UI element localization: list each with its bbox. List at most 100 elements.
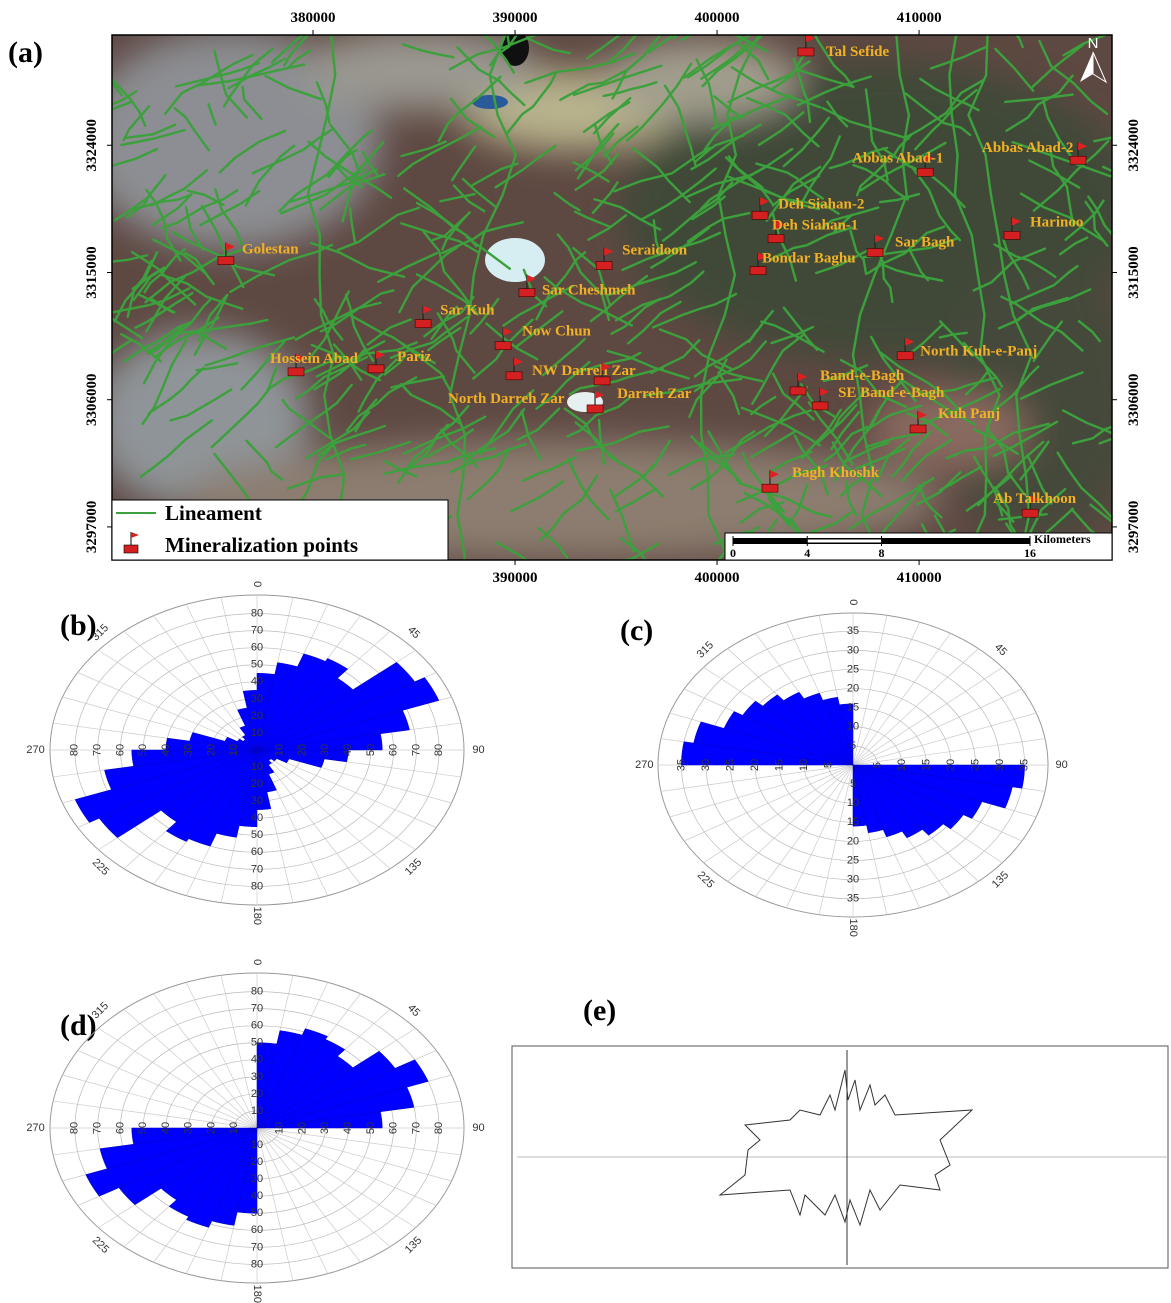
- point-label: Sar Kuh: [440, 303, 495, 319]
- ring-label: 50: [365, 1122, 377, 1134]
- radial-grid: [853, 667, 1002, 765]
- ring-label: 35: [847, 625, 859, 637]
- ring-label: 15: [847, 702, 859, 714]
- radial-grid: [704, 765, 853, 863]
- ring-label: 20: [847, 835, 859, 847]
- ring-label: 80: [251, 986, 263, 998]
- ring-label: 35: [675, 759, 687, 771]
- ring-label: 30: [847, 644, 859, 656]
- ring-label: 10: [251, 1105, 263, 1117]
- ring-label: 5: [850, 778, 856, 790]
- ring-label: 60: [251, 642, 263, 654]
- radial-grid: [257, 750, 416, 850]
- scale-bar-segment: [807, 540, 881, 543]
- ring-label: 60: [114, 744, 126, 756]
- scale-label: 0: [730, 546, 736, 560]
- angle-label: 180: [251, 1285, 263, 1303]
- y-tick-label: 3315000: [84, 246, 100, 299]
- point-label: NW Darreh Zar: [532, 363, 636, 379]
- ring-label: 40: [160, 744, 172, 756]
- ring-label: 50: [137, 744, 149, 756]
- ring-label: 80: [69, 1122, 81, 1134]
- ring-label: 60: [388, 1122, 400, 1134]
- angle-label: 270: [635, 759, 653, 771]
- ring-label: 70: [251, 1241, 263, 1253]
- open-pit: [485, 238, 545, 282]
- ring-label: 25: [847, 663, 859, 675]
- ring-label: 70: [92, 744, 104, 756]
- ring-label: 60: [251, 1224, 263, 1236]
- ring-label: 40: [342, 1122, 354, 1134]
- ring-label: 30: [183, 1122, 195, 1134]
- point-marker: [506, 372, 522, 380]
- ring-label: 70: [251, 1003, 263, 1015]
- x-tick-label: 390000: [493, 570, 538, 586]
- point-marker: [519, 289, 535, 297]
- point-marker: [798, 48, 814, 56]
- angle-label: 90: [1056, 759, 1068, 771]
- legend-marker: [124, 545, 138, 553]
- point-marker: [812, 402, 828, 410]
- ring-label: 5: [871, 762, 883, 768]
- ring-label: 30: [700, 759, 712, 771]
- ring-label: 35: [1019, 759, 1031, 771]
- point-marker: [218, 257, 234, 265]
- y-tick-label: 3297000: [84, 501, 100, 554]
- angle-label: 45: [992, 641, 1009, 658]
- ring-label: 80: [433, 1122, 445, 1134]
- angle-label: 180: [251, 907, 263, 925]
- x-tick-label: 390000: [493, 10, 538, 26]
- body: (a) Tal SefideAbbas Abad-1Abbas Abad-2De…: [0, 0, 1171, 1303]
- figure: (a) Tal SefideAbbas Abad-1Abbas Abad-2De…: [0, 0, 1171, 1303]
- point-marker: [768, 235, 784, 243]
- angle-label: 90: [472, 1122, 484, 1134]
- ring-label: 50: [251, 1207, 263, 1219]
- ring-label: 40: [251, 1190, 263, 1202]
- point-label: Seraidoon: [622, 243, 688, 259]
- point-label: North Kuh-e-Panj: [920, 344, 1037, 360]
- ring-label: 50: [365, 744, 377, 756]
- ring-label: 10: [896, 759, 908, 771]
- legend-label: Mineralization points: [165, 533, 358, 557]
- ring-label: 30: [994, 759, 1006, 771]
- ring-label: 50: [251, 829, 263, 841]
- ring-label: 15: [920, 759, 932, 771]
- ring-label: 10: [274, 744, 286, 756]
- ring-label: 10: [251, 761, 263, 773]
- ring-label: 5: [850, 740, 856, 752]
- ring-label: 10: [251, 727, 263, 739]
- point-label: Sar Cheshmeh: [542, 283, 636, 299]
- point-marker: [1070, 156, 1086, 164]
- angle-label: 225: [90, 856, 111, 877]
- x-tick-label: 410000: [897, 10, 942, 26]
- y-tick-label: 3306000: [1126, 373, 1142, 426]
- ring-label: 50: [251, 1037, 263, 1049]
- ring-label: 5: [822, 762, 834, 768]
- ring-label: 20: [205, 744, 217, 756]
- point-label: Deh Siahan-1: [772, 218, 858, 234]
- point-label: Sar Bagh: [895, 235, 955, 251]
- point-marker: [368, 365, 384, 373]
- point-label: Pariz: [397, 349, 431, 365]
- ring-label: 25: [969, 759, 981, 771]
- point-marker: [750, 267, 766, 275]
- ring-label: 20: [251, 1156, 263, 1168]
- y-tick-label: 3324000: [1126, 119, 1142, 172]
- ring-label: 10: [228, 744, 240, 756]
- panel-label: (e): [583, 994, 616, 1027]
- ring-label: 30: [251, 1173, 263, 1185]
- point-label: North Darreh Zar: [448, 391, 565, 407]
- ring-label: 80: [433, 744, 445, 756]
- ring-label: 40: [342, 744, 354, 756]
- ring-label: 30: [183, 744, 195, 756]
- ring-label: 25: [724, 759, 736, 771]
- angle-label: 135: [990, 869, 1011, 890]
- point-marker: [1022, 509, 1038, 517]
- ring-label: 20: [251, 778, 263, 790]
- angle-label: 270: [26, 1122, 44, 1134]
- ring-label: 20: [205, 1122, 217, 1134]
- angle-label: 45: [405, 1002, 422, 1019]
- x-tick-label: 410000: [897, 570, 942, 586]
- point-label: Abbas Abad-1: [852, 150, 943, 166]
- point-label: Deh Siahan-2: [778, 196, 864, 212]
